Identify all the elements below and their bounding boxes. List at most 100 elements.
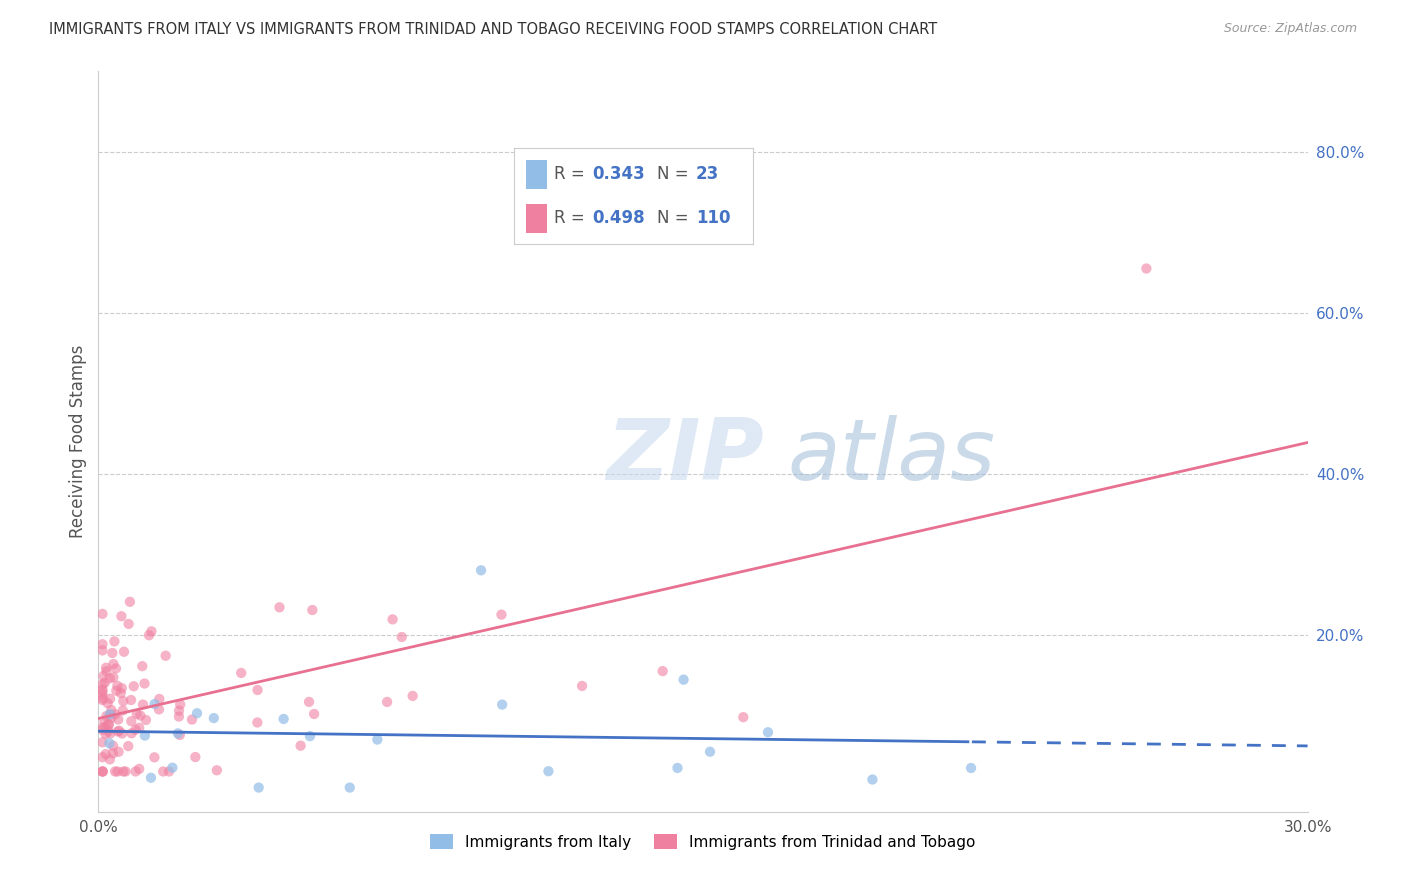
Point	[91, 735, 114, 749]
Point	[111, 726, 134, 740]
Point	[94, 747, 117, 761]
Text: atlas: atlas	[787, 415, 995, 498]
Point	[100, 703, 122, 717]
Point	[91, 637, 114, 651]
Point	[167, 726, 190, 740]
Point	[128, 762, 150, 776]
Point	[108, 723, 131, 738]
Point	[103, 670, 125, 684]
Point	[114, 764, 136, 779]
Text: IMMIGRANTS FROM ITALY VS IMMIGRANTS FROM TRINIDAD AND TOBAGO RECEIVING FOOD STAM: IMMIGRANTS FROM ITALY VS IMMIGRANTS FROM…	[49, 22, 938, 37]
Point	[103, 634, 125, 648]
Point	[98, 691, 121, 706]
Text: 0.343: 0.343	[593, 165, 645, 183]
Point	[107, 713, 129, 727]
Point	[124, 764, 146, 779]
Point	[302, 706, 325, 721]
Point	[110, 609, 132, 624]
Point	[91, 643, 114, 657]
Point	[155, 648, 177, 663]
Point	[124, 723, 146, 737]
Point	[91, 688, 114, 702]
Point	[100, 711, 122, 725]
Point	[246, 683, 269, 698]
Point	[103, 657, 125, 671]
Point	[91, 684, 114, 698]
Point	[94, 727, 117, 741]
Point	[129, 708, 152, 723]
Point	[143, 750, 166, 764]
Point	[132, 698, 155, 712]
Point	[107, 764, 129, 779]
Point	[162, 761, 184, 775]
Point	[122, 679, 145, 693]
Point	[91, 691, 114, 706]
Point	[491, 607, 513, 622]
Point	[301, 603, 323, 617]
Point	[97, 724, 120, 739]
Point	[375, 695, 398, 709]
Point	[94, 720, 117, 734]
Point	[97, 696, 120, 710]
Point	[141, 624, 163, 639]
Point	[186, 706, 208, 721]
Point	[91, 693, 114, 707]
Point	[184, 750, 207, 764]
Point	[98, 726, 121, 740]
Point	[167, 704, 190, 718]
Point	[247, 780, 270, 795]
Point	[120, 693, 142, 707]
Point	[91, 721, 114, 735]
Point	[862, 772, 884, 787]
Point	[960, 761, 983, 775]
Point	[571, 679, 593, 693]
Point	[381, 612, 404, 626]
Point	[269, 600, 291, 615]
Point	[537, 764, 560, 779]
Point	[666, 761, 689, 775]
Text: Source: ZipAtlas.com: Source: ZipAtlas.com	[1223, 22, 1357, 36]
Point	[101, 646, 124, 660]
Point	[699, 745, 721, 759]
Point	[148, 692, 170, 706]
Point	[202, 711, 225, 725]
Y-axis label: Receiving Food Stamps: Receiving Food Stamps	[69, 345, 87, 538]
Point	[107, 745, 129, 759]
Point	[672, 673, 695, 687]
Point	[112, 764, 135, 779]
Point	[157, 764, 180, 779]
Point	[290, 739, 312, 753]
Point	[134, 676, 156, 690]
Point	[339, 780, 361, 795]
Text: 110: 110	[696, 210, 730, 227]
Point	[128, 721, 150, 735]
Point	[112, 694, 135, 708]
Point	[107, 724, 129, 739]
Point	[470, 563, 492, 577]
Point	[93, 669, 115, 683]
Point	[101, 747, 124, 761]
Point	[273, 712, 295, 726]
Point	[91, 764, 114, 779]
Point	[94, 661, 117, 675]
Point	[98, 707, 121, 722]
Point	[96, 664, 118, 678]
Point	[167, 709, 190, 723]
Point	[1135, 261, 1157, 276]
Point	[104, 707, 127, 722]
Point	[101, 739, 124, 753]
Text: ZIP: ZIP	[606, 415, 763, 498]
Point	[117, 739, 139, 753]
Point	[91, 723, 114, 737]
Legend: Immigrants from Italy, Immigrants from Trinidad and Tobago: Immigrants from Italy, Immigrants from T…	[425, 828, 981, 856]
Text: N =: N =	[658, 210, 695, 227]
Point	[91, 682, 114, 697]
Point	[91, 677, 114, 691]
Point	[169, 728, 191, 742]
Text: 23: 23	[696, 165, 718, 183]
Point	[91, 750, 114, 764]
Point	[298, 729, 321, 743]
Point	[491, 698, 513, 712]
Point	[111, 681, 134, 696]
Point	[134, 729, 156, 743]
